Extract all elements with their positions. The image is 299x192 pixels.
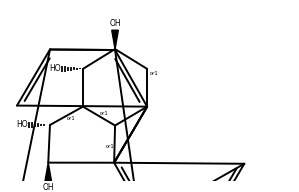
Text: or1: or1 — [99, 111, 108, 116]
Text: or1: or1 — [150, 71, 159, 76]
Text: or1: or1 — [106, 144, 114, 149]
Text: OH: OH — [42, 183, 54, 192]
Text: or1: or1 — [67, 116, 76, 121]
Text: OH: OH — [109, 19, 121, 28]
Polygon shape — [45, 163, 51, 181]
Text: HO: HO — [50, 64, 61, 73]
Text: HO: HO — [17, 120, 28, 129]
Polygon shape — [112, 30, 118, 49]
